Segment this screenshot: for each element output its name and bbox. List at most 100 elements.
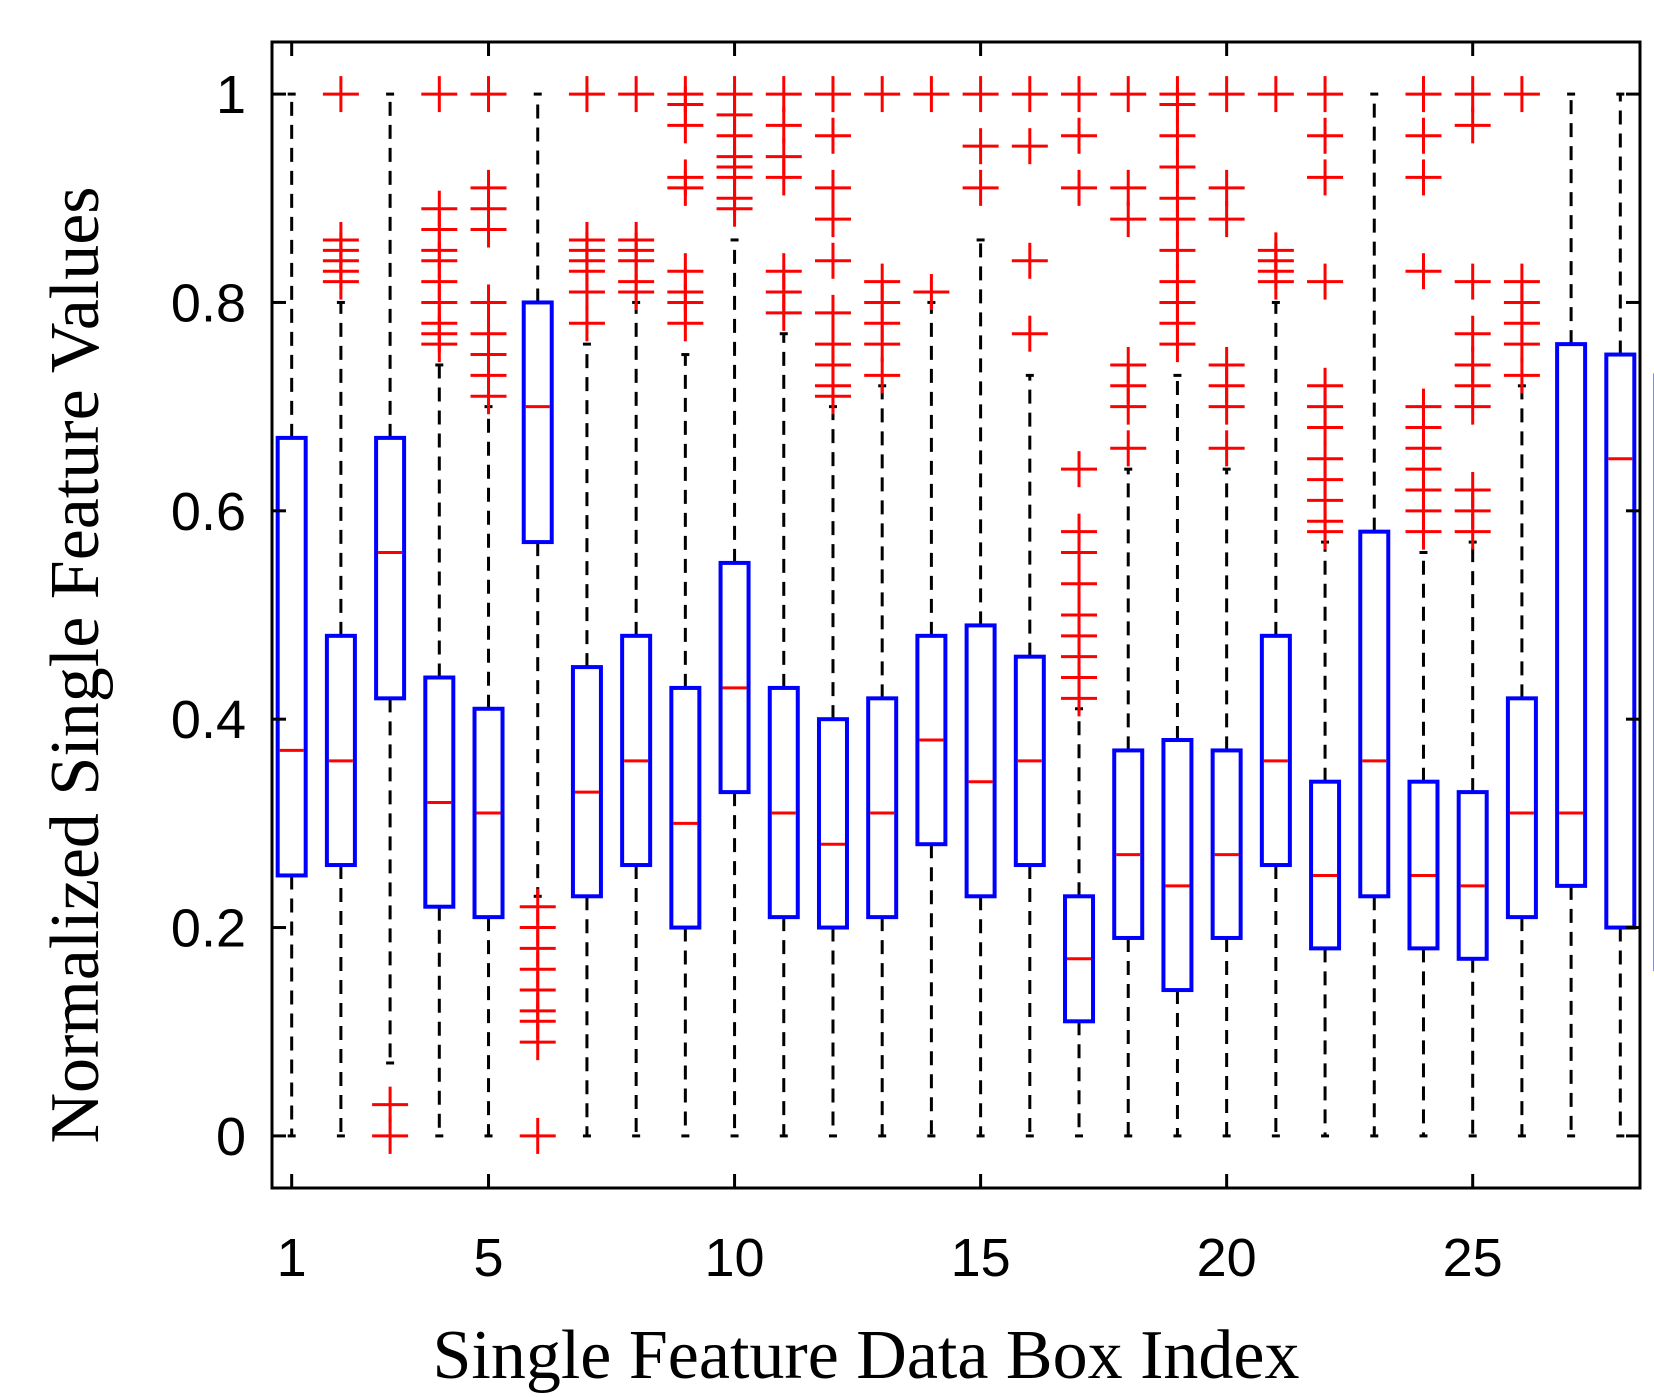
- outlier-marker: [519, 888, 556, 925]
- outlier-marker: [1011, 242, 1048, 279]
- outlier-marker: [1208, 201, 1245, 238]
- iqr-box: [620, 633, 653, 868]
- iqr-box: [866, 696, 899, 920]
- outlier-marker: [470, 284, 507, 321]
- outlier-marker: [814, 201, 851, 238]
- outlier-marker: [421, 190, 458, 227]
- outlier-marker: [568, 305, 605, 342]
- x-tick-label: 20: [1197, 1228, 1257, 1288]
- y-tick-label: 0: [216, 1107, 246, 1167]
- outlier-marker: [962, 76, 999, 113]
- outlier-marker: [1208, 169, 1245, 206]
- box-11: [765, 76, 802, 1138]
- outlier-marker: [765, 138, 802, 175]
- box-10: [716, 76, 753, 1138]
- box-28: [1604, 92, 1637, 1138]
- iqr-box: [1505, 696, 1538, 920]
- outlier-marker: [1061, 76, 1098, 113]
- box-25: [1454, 76, 1491, 1138]
- outlier-marker: [1061, 565, 1098, 602]
- outlier-marker: [1405, 76, 1442, 113]
- outlier-marker: [1454, 346, 1491, 383]
- outlier-marker: [1405, 253, 1442, 290]
- x-tick-label: 10: [705, 1228, 765, 1288]
- box-6: [519, 92, 556, 1154]
- outlier-marker: [667, 76, 704, 113]
- x-tick-label: 1: [277, 1228, 307, 1288]
- x-tick-label: 25: [1443, 1228, 1503, 1288]
- outlier-marker: [519, 1117, 556, 1154]
- box-14: [913, 76, 950, 1138]
- box-20: [1208, 76, 1245, 1138]
- outlier-marker: [1307, 159, 1344, 196]
- axes: 00.20.40.60.811 5 10 15 20 25: [171, 40, 1642, 1288]
- x-axis-title: Single Feature Data Box Index: [432, 1317, 1299, 1394]
- outlier-marker: [1503, 263, 1540, 300]
- outlier-marker: [814, 242, 851, 279]
- outlier-marker: [1307, 76, 1344, 113]
- outlier-marker: [1503, 76, 1540, 113]
- outlier-marker: [1405, 117, 1442, 154]
- outlier-marker: [1159, 117, 1196, 154]
- outlier-marker: [1307, 263, 1344, 300]
- iqr-box: [964, 623, 997, 899]
- outlier-marker: [1011, 128, 1048, 165]
- outlier-marker: [1061, 169, 1098, 206]
- outlier-marker: [962, 128, 999, 165]
- outlier-marker: [1257, 76, 1294, 113]
- outlier-marker: [1110, 76, 1147, 113]
- outlier-marker: [1011, 315, 1048, 352]
- iqr-box: [767, 685, 800, 920]
- outlier-marker: [814, 169, 851, 206]
- outlier-marker: [1110, 169, 1147, 206]
- iqr-box: [1555, 342, 1588, 888]
- outlier-marker: [1454, 76, 1491, 113]
- outlier-marker: [1307, 117, 1344, 154]
- iqr-box: [1161, 738, 1194, 993]
- box-1: [275, 92, 308, 1138]
- outlier-marker: [864, 263, 901, 300]
- iqr-box: [1309, 779, 1342, 951]
- outlier-marker: [1159, 76, 1196, 113]
- box-5: [470, 76, 507, 1138]
- x-tick-label: 15: [951, 1228, 1011, 1288]
- outlier-marker: [1110, 201, 1147, 238]
- outlier-marker: [322, 76, 359, 113]
- outlier-marker: [765, 76, 802, 113]
- iqr-box: [1112, 748, 1145, 940]
- outlier-marker: [1061, 117, 1098, 154]
- iqr-box: [1358, 529, 1391, 899]
- iqr-box: [1456, 790, 1489, 961]
- outlier-marker: [568, 76, 605, 113]
- outlier-marker: [372, 1086, 409, 1123]
- iqr-box: [275, 435, 308, 878]
- y-tick-label: 0.2: [171, 899, 246, 959]
- box-24: [1405, 76, 1442, 1138]
- outlier-marker: [1159, 149, 1196, 186]
- outlier-marker: [1307, 367, 1344, 404]
- outlier-marker: [421, 76, 458, 113]
- iqr-box: [1259, 633, 1292, 868]
- box-23: [1358, 92, 1391, 1138]
- outlier-marker: [814, 294, 851, 331]
- outlier-marker: [1110, 430, 1147, 467]
- iqr-box: [570, 665, 603, 899]
- outlier-marker: [1405, 159, 1442, 196]
- outlier-marker: [1208, 76, 1245, 113]
- outlier-marker: [814, 76, 851, 113]
- outlier-marker: [1159, 180, 1196, 217]
- outlier-marker: [372, 1117, 409, 1154]
- outlier-marker: [618, 221, 655, 258]
- y-axis-title: Normalized Single Feature Values: [37, 186, 114, 1143]
- outlier-marker: [962, 169, 999, 206]
- outlier-marker: [913, 76, 950, 113]
- outlier-marker: [716, 76, 753, 113]
- outlier-marker: [913, 274, 950, 311]
- box-27: [1555, 92, 1588, 1138]
- box-15: [962, 76, 999, 1138]
- box-9: [667, 76, 704, 1138]
- box-21: [1257, 76, 1294, 1138]
- iqr-box: [1210, 748, 1243, 940]
- outlier-marker: [568, 221, 605, 258]
